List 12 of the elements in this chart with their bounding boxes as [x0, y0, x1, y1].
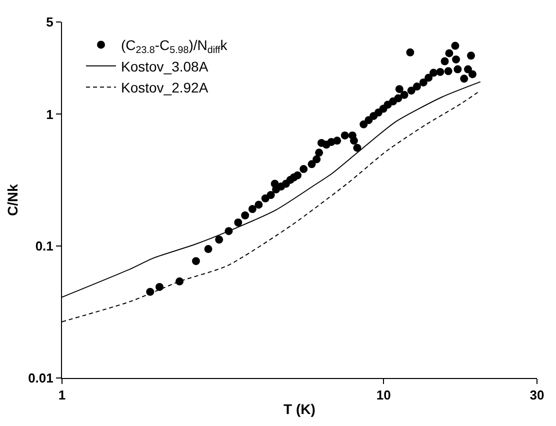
legend-label: Kostov_2.92A: [121, 80, 209, 96]
x-axis-title: T (K): [284, 400, 316, 417]
x-tick-label: 10: [376, 388, 391, 403]
y-tick-label: 5: [46, 14, 54, 30]
y-axis-title: C/Nk: [4, 184, 21, 216]
y-tick-label: 0.01: [28, 370, 54, 386]
y-tick-label: 1: [46, 106, 54, 122]
legend-label: Kostov_3.08A: [121, 58, 209, 74]
x-tick-label: 30: [530, 388, 544, 403]
y-tick-label: 0.1: [35, 238, 54, 254]
legend-label: (C$_{23.8}$-C$_{5.98}$)/N$_{diff}$k: [121, 37, 228, 56]
x-tick-label: 1: [58, 388, 66, 403]
